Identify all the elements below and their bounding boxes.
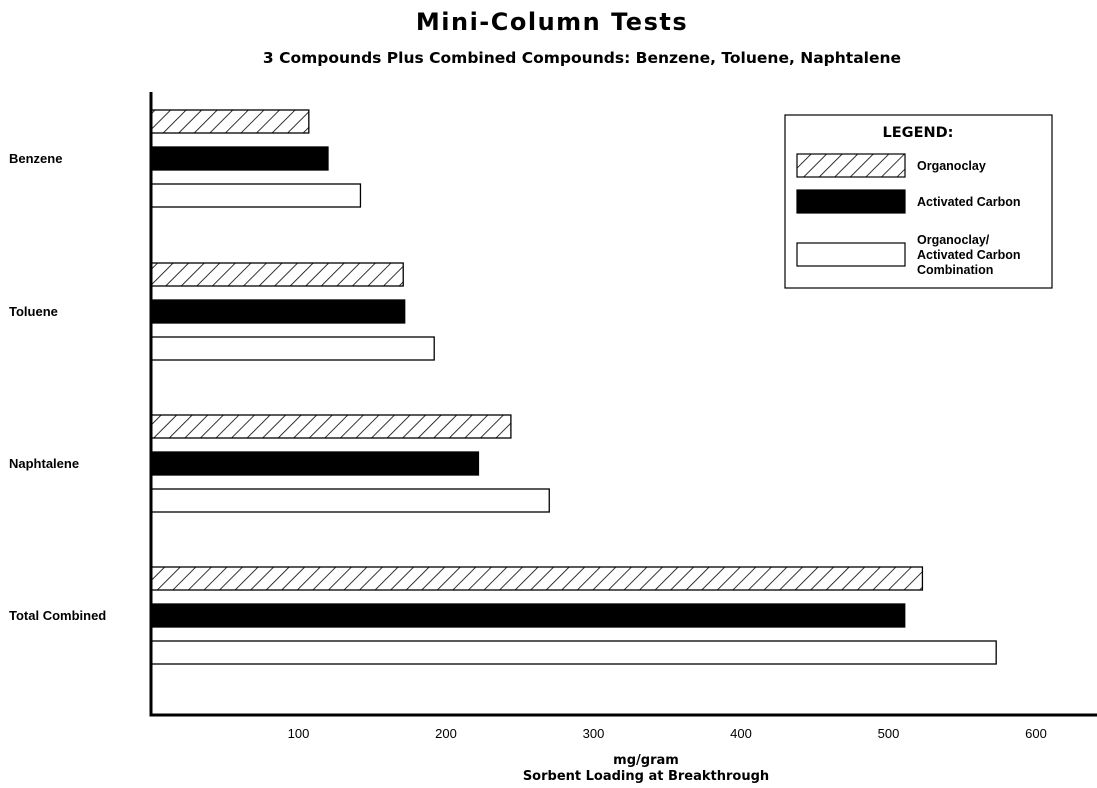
x-tick-label-500: 500: [878, 726, 900, 741]
bar-toluene-organoclay-activated-carbon-combination: [150, 336, 435, 361]
x-tick-label-200: 200: [435, 726, 457, 741]
legend-swatch-organoclay: [796, 153, 906, 178]
bar-benzene-activated-carbon: [150, 146, 329, 171]
bar-benzene-organoclay-activated-carbon-combination: [150, 183, 362, 208]
category-label-toluene: Toluene: [9, 304, 58, 319]
bar-total-combined-organoclay-activated-carbon-combination: [150, 640, 997, 665]
chart-subtitle: 3 Compounds Plus Combined Compounds: Ben…: [263, 49, 901, 67]
bar-toluene-activated-carbon: [150, 299, 406, 324]
legend-label-activated-carbon: Activated Carbon: [917, 195, 1021, 209]
x-tick-label-300: 300: [583, 726, 605, 741]
category-label-benzene: Benzene: [9, 151, 62, 166]
bar-naphtalene-organoclay: [150, 414, 512, 439]
legend-title: LEGEND:: [883, 125, 954, 141]
bar-naphtalene-activated-carbon: [150, 451, 480, 476]
legend-label-organoclay-activated-carbon-combination-line-1: Organoclay/: [917, 233, 990, 247]
category-label-naphtalene: Naphtalene: [9, 456, 79, 471]
bar-naphtalene-organoclay-activated-carbon-combination: [150, 488, 550, 513]
x-tick-label-600: 600: [1025, 726, 1047, 741]
legend-label-organoclay-activated-carbon-combination-line-3: Combination: [917, 263, 993, 277]
category-labels: Benzene Toluene Naphtalene Total Combined: [9, 151, 106, 623]
x-axis-label: mg/gram: [613, 753, 679, 768]
bar-benzene-organoclay: [150, 109, 310, 134]
bar-toluene-organoclay: [150, 262, 404, 287]
bar-total-combined-organoclay: [150, 566, 924, 591]
legend-label-organoclay: Organoclay: [917, 159, 986, 173]
x-tick-label-100: 100: [288, 726, 310, 741]
bar-total-combined-activated-carbon: [150, 603, 906, 628]
legend-swatch-activated-carbon: [796, 189, 906, 214]
x-axis-ticks: 100 200 300 400 500 600: [288, 726, 1047, 741]
chart-title: Mini-Column Tests: [416, 8, 688, 36]
legend-label-organoclay-activated-carbon-combination-line-2: Activated Carbon: [917, 248, 1021, 262]
category-label-total-combined: Total Combined: [9, 608, 106, 623]
legend-swatch-organoclay-activated-carbon-combination: [796, 242, 906, 267]
x-tick-label-400: 400: [730, 726, 752, 741]
x-axis-label-secondary: Sorbent Loading at Breakthrough: [523, 769, 769, 784]
